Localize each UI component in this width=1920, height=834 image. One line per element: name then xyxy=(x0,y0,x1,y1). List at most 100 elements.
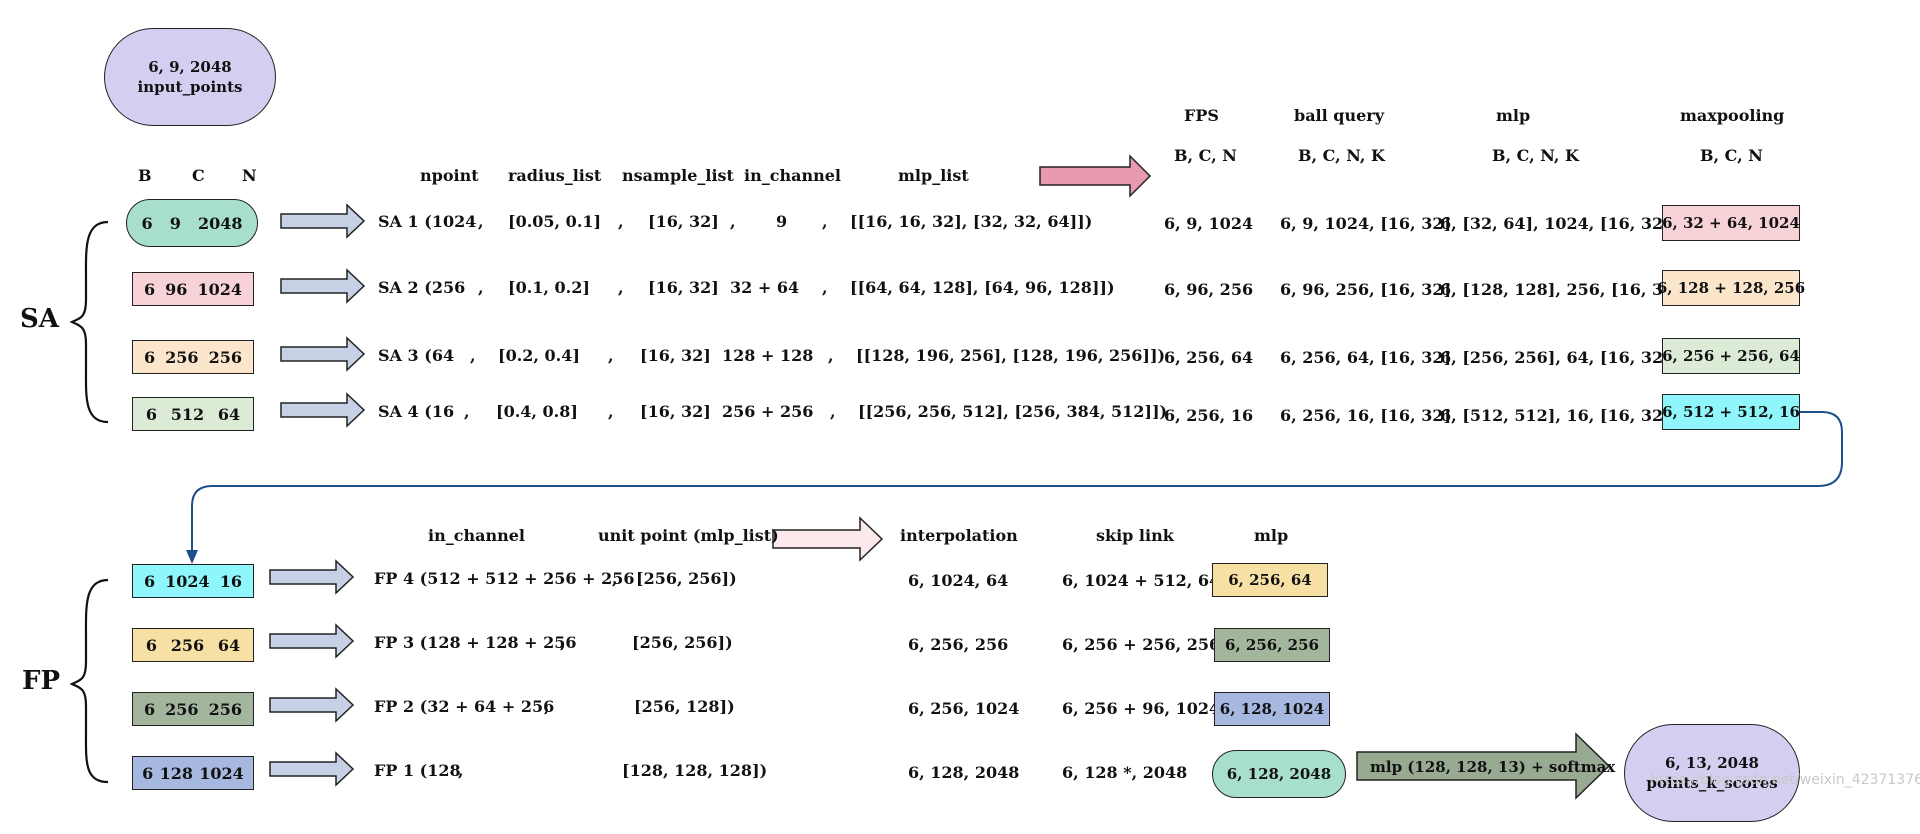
header-mlp-dims: B, C, N, K xyxy=(1492,146,1579,165)
header-mlp: mlp xyxy=(1496,106,1531,125)
sa1-comma-4: , xyxy=(822,212,828,231)
header-radius-list: radius_list xyxy=(508,166,602,185)
sa4-n: 64 xyxy=(217,404,241,424)
sa2-input-tensor: 6 96 1024 xyxy=(132,272,254,306)
fp2-interp: 6, 256, 1024 xyxy=(908,699,1020,718)
fp2-mlp: [256, 128]) xyxy=(634,697,735,716)
fp-header-in-channel: in_channel xyxy=(428,526,525,545)
sa4-comma-2: , xyxy=(608,402,614,421)
fp3-input-tensor: 6 256 64 xyxy=(132,628,254,662)
header-ball-query-dims: B, C, N, K xyxy=(1298,146,1385,165)
fp-brace xyxy=(69,578,109,784)
sa3-b: 6 xyxy=(144,347,156,367)
fp1-c: 128 xyxy=(159,763,193,783)
sa1-c: 9 xyxy=(169,213,181,233)
sa-stage-arrow xyxy=(1039,154,1152,198)
output-shape: 6, 13, 2048 xyxy=(1665,754,1759,772)
sa4-name: SA 4 (16 xyxy=(378,402,455,421)
sa3-name: SA 3 (64 xyxy=(378,346,455,365)
sa3-in-channel: 128 + 128 xyxy=(722,346,814,365)
fp1-name: FP 1 (128 xyxy=(374,761,461,780)
sa1-comma-1: , xyxy=(478,212,484,231)
sa3-input-tensor: 6 256 256 xyxy=(132,340,254,374)
header-mlp-list: mlp_list xyxy=(898,166,969,185)
fp1-interp: 6, 128, 2048 xyxy=(908,763,1020,782)
sa4-nsample: [16, 32] xyxy=(640,402,711,421)
output-label: points_k_scores xyxy=(1646,774,1778,792)
header-c: C xyxy=(192,166,205,185)
sa2-fps: 6, 96, 256 xyxy=(1164,280,1254,299)
sa3-c: 256 xyxy=(165,347,199,367)
sa1-maxpool-output: 6, 32 + 64, 1024 xyxy=(1662,205,1800,241)
sa4-c: 512 xyxy=(170,404,205,424)
sa1-mlp-out: 6, [32, 64], 1024, [16, 32] xyxy=(1440,214,1671,233)
sa1-nsample: [16, 32] xyxy=(648,212,719,231)
header-n: N xyxy=(242,166,257,185)
fp-header-skip-link: skip link xyxy=(1096,526,1174,545)
sa4-comma-4: , xyxy=(830,402,836,421)
fp4-skip: 6, 1024 + 512, 64 xyxy=(1062,571,1221,590)
sa4-input-tensor: 6 512 64 xyxy=(132,397,254,431)
sa1-ball: 6, 9, 1024, [16, 32] xyxy=(1280,214,1452,233)
sa3-comma-2: , xyxy=(608,346,614,365)
input-points-label: input_points xyxy=(137,78,243,96)
sa1-comma-2: , xyxy=(618,212,624,231)
input-points-node: 6, 9, 2048 input_points xyxy=(104,28,276,126)
sa-fp-connector xyxy=(191,411,1843,556)
fp1-n: 1024 xyxy=(199,763,244,783)
header-maxpooling-dims: B, C, N xyxy=(1700,146,1763,165)
sa4-maxpool-output: 6, 512 + 512, 16 xyxy=(1662,394,1800,430)
sa4-fps: 6, 256, 16 xyxy=(1164,406,1254,425)
fp4-b: 6 xyxy=(144,571,156,591)
header-ball-query: ball query xyxy=(1294,106,1385,125)
fp4-mlp-output: 6, 256, 64 xyxy=(1212,563,1328,597)
fp4-c: 1024 xyxy=(165,571,210,591)
fp2-name: FP 2 (32 + 64 + 256 xyxy=(374,697,555,716)
fp1-input-tensor: 6 128 1024 xyxy=(132,756,254,790)
sa3-n: 256 xyxy=(208,347,242,367)
fp1-b: 6 xyxy=(142,763,154,783)
header-b: B xyxy=(138,166,152,185)
fp4-input-tensor: 6 1024 16 xyxy=(132,564,254,598)
input-points-shape: 6, 9, 2048 xyxy=(148,58,232,76)
sa4-mlp-out: 6, [512, 512], 16, [16, 32] xyxy=(1440,406,1671,425)
sa2-in-channel: 32 + 64 xyxy=(730,278,800,297)
sa2-name: SA 2 (256 xyxy=(378,278,466,297)
sa2-c: 96 xyxy=(165,279,188,299)
sa3-maxpool-output: 6, 256 + 256, 64 xyxy=(1662,338,1800,374)
sa3-fps: 6, 256, 64 xyxy=(1164,348,1254,367)
header-nsample-list: nsample_list xyxy=(622,166,734,185)
sa3-mlp-out: 6, [256, 256], 64, [16, 32] xyxy=(1440,348,1671,367)
sa3-radius: [0.2, 0.4] xyxy=(498,346,580,365)
sa2-ball: 6, 96, 256, [16, 32] xyxy=(1280,280,1452,299)
fp-group-label: FP xyxy=(22,666,61,696)
sa2-b: 6 xyxy=(144,279,156,299)
fp2-n: 256 xyxy=(208,699,242,719)
fp-header-mlp: mlp xyxy=(1254,526,1289,545)
fp4-n: 16 xyxy=(219,571,242,591)
fp3-comma: , xyxy=(560,633,566,652)
sa1-name: SA 1 (1024 xyxy=(378,212,477,231)
sa3-mlp: [[128, 196, 256], [128, 196, 256]]) xyxy=(856,346,1166,365)
fp1-comma: , xyxy=(458,761,464,780)
fp-flow-arrows xyxy=(269,559,355,787)
fp1-skip: 6, 128 *, 2048 xyxy=(1062,763,1188,782)
points-k-scores-node: 6, 13, 2048 points_k_scores xyxy=(1624,724,1800,822)
fp2-skip: 6, 256 + 96, 1024 xyxy=(1062,699,1221,718)
sa3-nsample: [16, 32] xyxy=(640,346,711,365)
sa2-comma-1: , xyxy=(478,278,484,297)
sa1-fps: 6, 9, 1024 xyxy=(1164,214,1254,233)
final-softmax-arrow xyxy=(1356,732,1611,800)
header-npoint: npoint xyxy=(420,166,479,185)
sa1-input-tensor: 6 9 2048 xyxy=(126,199,258,247)
fp1-mlp: [128, 128, 128]) xyxy=(622,761,768,780)
fp3-b: 6 xyxy=(145,635,157,655)
sa2-comma-4: , xyxy=(822,278,828,297)
sa2-mlp: [[64, 64, 128], [64, 96, 128]]) xyxy=(850,278,1115,297)
sa2-maxpool-output: 6, 128 + 128, 256 xyxy=(1657,270,1805,306)
sa4-in-channel: 256 + 256 xyxy=(722,402,814,421)
header-in-channel: in_channel xyxy=(744,166,841,185)
header-maxpooling: maxpooling xyxy=(1680,106,1785,125)
fp4-mlp: [256, 256]) xyxy=(636,569,737,588)
sa4-radius: [0.4, 0.8] xyxy=(496,402,578,421)
